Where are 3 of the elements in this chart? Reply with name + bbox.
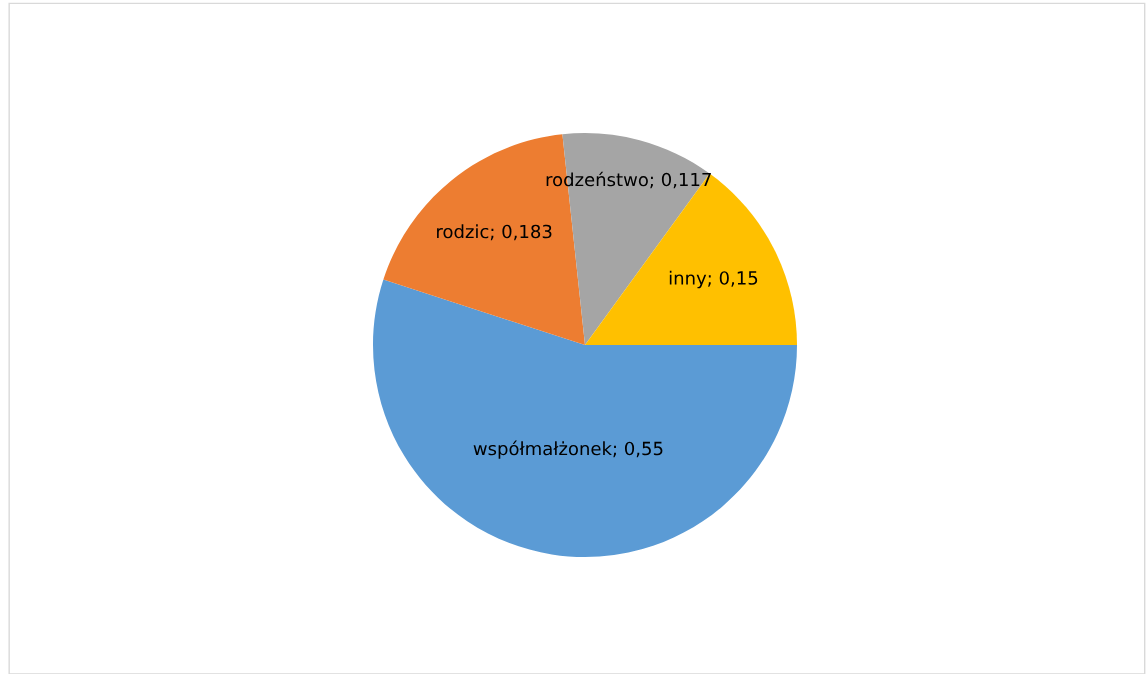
slice-label: inny; 0,15 bbox=[669, 270, 758, 289]
slice-label: rodzic; 0,183 bbox=[437, 224, 552, 241]
slice-label: współmałżonek; 0,55 bbox=[473, 440, 663, 459]
